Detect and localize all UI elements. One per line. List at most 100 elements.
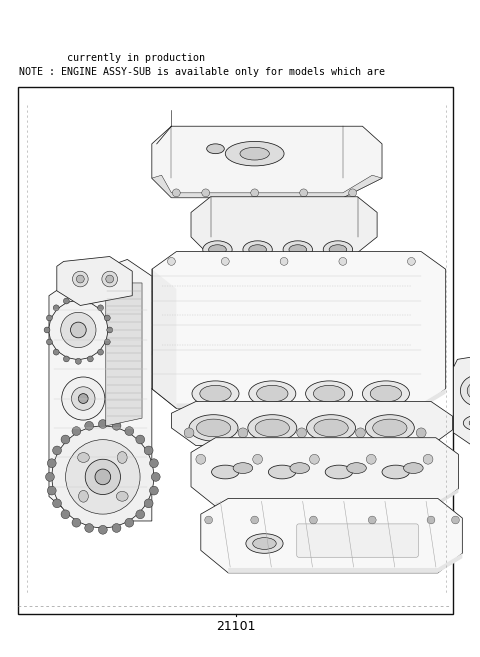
Circle shape — [104, 315, 110, 321]
Ellipse shape — [116, 491, 128, 501]
Ellipse shape — [467, 382, 480, 400]
Circle shape — [72, 271, 88, 287]
Ellipse shape — [306, 381, 353, 407]
Circle shape — [85, 421, 94, 430]
Circle shape — [150, 486, 158, 495]
Ellipse shape — [362, 381, 409, 407]
Ellipse shape — [469, 418, 480, 428]
Ellipse shape — [196, 419, 231, 437]
Ellipse shape — [289, 245, 307, 254]
Circle shape — [280, 258, 288, 265]
Ellipse shape — [307, 415, 356, 441]
Polygon shape — [201, 499, 462, 573]
Circle shape — [136, 435, 144, 444]
Ellipse shape — [209, 245, 226, 254]
Circle shape — [251, 189, 259, 196]
Circle shape — [95, 469, 111, 485]
Ellipse shape — [404, 463, 423, 474]
Circle shape — [49, 301, 108, 359]
Ellipse shape — [203, 241, 232, 258]
Polygon shape — [216, 489, 458, 507]
Circle shape — [102, 271, 118, 287]
Ellipse shape — [382, 465, 409, 479]
Circle shape — [87, 298, 93, 304]
Circle shape — [172, 189, 180, 196]
Circle shape — [66, 440, 140, 514]
Ellipse shape — [370, 385, 402, 402]
Ellipse shape — [200, 385, 231, 402]
Circle shape — [204, 516, 213, 524]
Circle shape — [408, 258, 415, 265]
Polygon shape — [152, 269, 176, 409]
Circle shape — [144, 499, 153, 508]
Ellipse shape — [372, 419, 407, 437]
FancyBboxPatch shape — [297, 524, 418, 557]
Circle shape — [46, 472, 54, 482]
Circle shape — [416, 428, 426, 438]
Circle shape — [221, 258, 229, 265]
Circle shape — [44, 327, 50, 333]
Circle shape — [112, 421, 121, 430]
Circle shape — [48, 459, 56, 468]
Text: NOTE : ENGINE ASSY-SUB is available only for models which are: NOTE : ENGINE ASSY-SUB is available only… — [19, 68, 384, 78]
Circle shape — [72, 426, 81, 436]
Circle shape — [53, 349, 59, 355]
Ellipse shape — [365, 415, 414, 441]
Circle shape — [48, 486, 56, 495]
Polygon shape — [57, 256, 132, 306]
Circle shape — [252, 455, 263, 464]
Circle shape — [168, 258, 175, 265]
Polygon shape — [171, 401, 453, 445]
Circle shape — [53, 499, 61, 508]
Polygon shape — [454, 355, 480, 447]
Circle shape — [300, 189, 308, 196]
Bar — [18, 87, 453, 614]
Circle shape — [72, 387, 95, 410]
Circle shape — [310, 516, 317, 524]
Polygon shape — [127, 291, 152, 369]
Polygon shape — [106, 283, 142, 426]
Circle shape — [368, 516, 376, 524]
Ellipse shape — [323, 241, 353, 258]
Ellipse shape — [240, 147, 269, 160]
Circle shape — [63, 356, 69, 362]
Text: 21101: 21101 — [216, 620, 256, 633]
Ellipse shape — [117, 451, 127, 463]
Circle shape — [62, 377, 105, 420]
Ellipse shape — [212, 465, 239, 479]
Circle shape — [356, 428, 365, 438]
Ellipse shape — [207, 144, 224, 154]
Circle shape — [85, 524, 94, 532]
Ellipse shape — [268, 465, 296, 479]
Ellipse shape — [329, 245, 347, 254]
Circle shape — [348, 189, 357, 196]
Polygon shape — [152, 175, 382, 198]
Circle shape — [339, 258, 347, 265]
Ellipse shape — [225, 141, 284, 166]
Circle shape — [202, 189, 210, 196]
Circle shape — [87, 356, 93, 362]
Polygon shape — [176, 389, 446, 409]
Circle shape — [366, 455, 376, 464]
Ellipse shape — [243, 241, 272, 258]
Ellipse shape — [246, 533, 283, 553]
Circle shape — [75, 358, 81, 364]
Circle shape — [310, 455, 319, 464]
Circle shape — [423, 455, 433, 464]
Ellipse shape — [255, 419, 289, 437]
Circle shape — [196, 455, 206, 464]
Circle shape — [97, 349, 104, 355]
Polygon shape — [152, 126, 382, 198]
Circle shape — [78, 394, 88, 403]
Ellipse shape — [325, 465, 353, 479]
Circle shape — [104, 339, 110, 345]
Ellipse shape — [192, 381, 239, 407]
Circle shape — [72, 518, 81, 527]
Ellipse shape — [233, 463, 252, 474]
Circle shape — [76, 275, 84, 283]
Polygon shape — [191, 438, 458, 507]
Ellipse shape — [79, 490, 88, 502]
Ellipse shape — [249, 381, 296, 407]
Circle shape — [112, 524, 121, 532]
Circle shape — [98, 526, 107, 534]
